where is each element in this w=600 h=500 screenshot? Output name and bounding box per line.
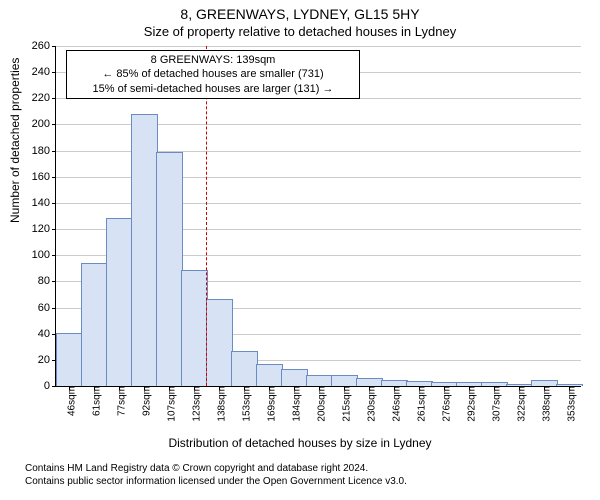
annotation-line: 15% of semi-detached houses are larger (…	[73, 82, 353, 96]
y-tick-label: 60	[38, 302, 56, 314]
histogram-bar	[231, 351, 258, 386]
x-tick-label: 107sqm	[160, 386, 177, 422]
y-tick-label: 0	[44, 380, 56, 392]
y-tick-label: 120	[32, 223, 56, 235]
x-axis-label: Distribution of detached houses by size …	[0, 436, 600, 450]
x-tick-label: 215sqm	[335, 386, 352, 422]
y-tick-label: 160	[32, 171, 56, 183]
y-tick-label: 140	[32, 197, 56, 209]
annotation-line: 8 GREENWAYS: 139sqm	[73, 53, 353, 67]
footer-line-1: Contains HM Land Registry data © Crown c…	[25, 462, 407, 475]
histogram-bar	[356, 378, 383, 386]
x-tick-label: 292sqm	[460, 386, 477, 422]
x-tick-label: 230sqm	[360, 386, 377, 422]
x-tick-label: 200sqm	[310, 386, 327, 422]
x-tick-label: 123sqm	[185, 386, 202, 422]
histogram-bar	[206, 299, 233, 386]
x-tick-label: 322sqm	[510, 386, 527, 422]
histogram-bar	[81, 263, 108, 386]
annotation-line: ← 85% of detached houses are smaller (73…	[73, 67, 353, 81]
y-tick-label: 100	[32, 249, 56, 261]
histogram-bar	[256, 364, 283, 386]
y-tick-label: 40	[38, 328, 56, 340]
x-tick-label: 169sqm	[260, 386, 277, 422]
x-tick-label: 46sqm	[60, 386, 77, 416]
x-tick-label: 261sqm	[410, 386, 427, 422]
x-tick-label: 246sqm	[385, 386, 402, 422]
y-tick-label: 200	[32, 118, 56, 130]
histogram-bar	[281, 369, 308, 386]
histogram-bar	[106, 218, 133, 386]
y-axis-label: Number of detached properties	[8, 58, 22, 223]
x-tick-label: 307sqm	[485, 386, 502, 422]
x-tick-label: 61sqm	[85, 386, 102, 416]
chart-title: 8, GREENWAYS, LYDNEY, GL15 5HY	[0, 6, 600, 22]
chart-subtitle: Size of property relative to detached ho…	[0, 24, 600, 39]
y-tick-label: 240	[32, 66, 56, 78]
x-tick-label: 276sqm	[435, 386, 452, 422]
y-tick-label: 180	[32, 145, 56, 157]
footer-line-2: Contains public sector information licen…	[25, 475, 407, 488]
plot-area: 02040608010012014016018020022024026046sq…	[55, 46, 581, 387]
x-tick-label: 338sqm	[535, 386, 552, 422]
x-tick-label: 353sqm	[560, 386, 577, 422]
x-tick-label: 184sqm	[285, 386, 302, 422]
y-tick-label: 20	[38, 354, 56, 366]
histogram-bar	[331, 375, 358, 386]
histogram-bar	[306, 375, 333, 386]
x-tick-label: 92sqm	[135, 386, 152, 416]
annotation-box: 8 GREENWAYS: 139sqm← 85% of detached hou…	[66, 50, 360, 99]
y-tick-label: 220	[32, 92, 56, 104]
x-tick-label: 138sqm	[210, 386, 227, 422]
page-root: 8, GREENWAYS, LYDNEY, GL15 5HY Size of p…	[0, 0, 600, 500]
x-tick-label: 77sqm	[110, 386, 127, 416]
y-tick-label: 80	[38, 275, 56, 287]
y-tick-label: 260	[32, 40, 56, 52]
attribution-footer: Contains HM Land Registry data © Crown c…	[25, 462, 407, 488]
histogram-bar	[181, 270, 208, 386]
histogram-bar	[56, 333, 83, 386]
histogram-bar	[156, 152, 183, 386]
histogram-bar	[131, 114, 158, 386]
x-tick-label: 153sqm	[235, 386, 252, 422]
gridline	[56, 46, 581, 47]
